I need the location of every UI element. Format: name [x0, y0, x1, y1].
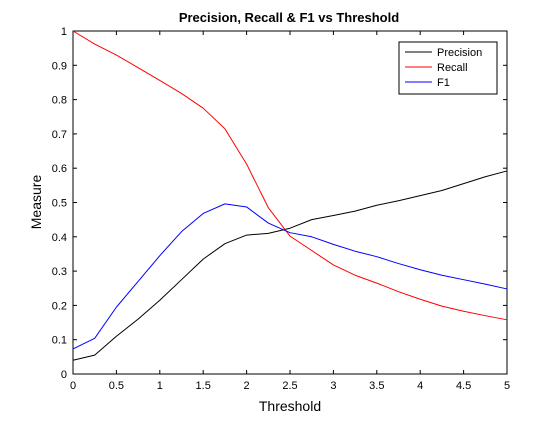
- y-tick-label: 0.3: [52, 266, 67, 278]
- axis-ticks: [72, 30, 508, 375]
- y-tick-label: 0.8: [52, 95, 67, 107]
- legend-label-recall: Recall: [437, 62, 468, 74]
- x-axis-label: Threshold: [259, 398, 321, 414]
- y-tick-label: 0: [61, 369, 67, 381]
- x-tick-label: 3.5: [369, 380, 384, 392]
- y-tick-label: 0.1: [52, 335, 67, 347]
- y-tick-label: 0.6: [52, 163, 67, 175]
- x-tick-label: 2: [244, 380, 250, 392]
- x-tick-label: 1: [157, 380, 163, 392]
- legend: Precision Recall F1: [398, 41, 498, 95]
- x-tick-label: 0: [70, 380, 76, 392]
- legend-label-precision: Precision: [437, 47, 482, 59]
- x-tick-label: 3: [330, 380, 336, 392]
- series-line-recall: [72, 30, 508, 321]
- y-tick-label: 0.9: [52, 60, 67, 72]
- legend-label-f1: F1: [437, 77, 450, 89]
- series-layer: [72, 30, 508, 361]
- y-axis-label: Measure: [28, 175, 44, 230]
- x-tick-label: 0.5: [109, 380, 124, 392]
- series-line-precision: [72, 170, 508, 361]
- y-tick-label: 0.2: [52, 300, 67, 312]
- legend-box: [398, 41, 498, 95]
- x-tick-label: 4: [417, 380, 423, 392]
- x-tick-labels: 0 0.5 1 1.5 2 2.5 3 3.5 4 4.5 5: [70, 380, 510, 392]
- y-tick-label: 0.5: [52, 198, 67, 210]
- x-tick-label: 1.5: [196, 380, 211, 392]
- y-tick-label: 1: [61, 26, 67, 38]
- y-tick-labels: 0 0.1 0.2 0.3 0.4 0.5 0.6 0.7 0.8 0.9 1: [52, 26, 67, 381]
- series-line-f1: [72, 203, 508, 350]
- x-tick-label: 5: [504, 380, 510, 392]
- chart-title: Precision, Recall & F1 vs Threshold: [179, 10, 399, 25]
- x-tick-label: 4.5: [456, 380, 471, 392]
- y-tick-label: 0.4: [52, 232, 67, 244]
- x-tick-label: 2.5: [282, 380, 297, 392]
- y-tick-label: 0.7: [52, 129, 67, 141]
